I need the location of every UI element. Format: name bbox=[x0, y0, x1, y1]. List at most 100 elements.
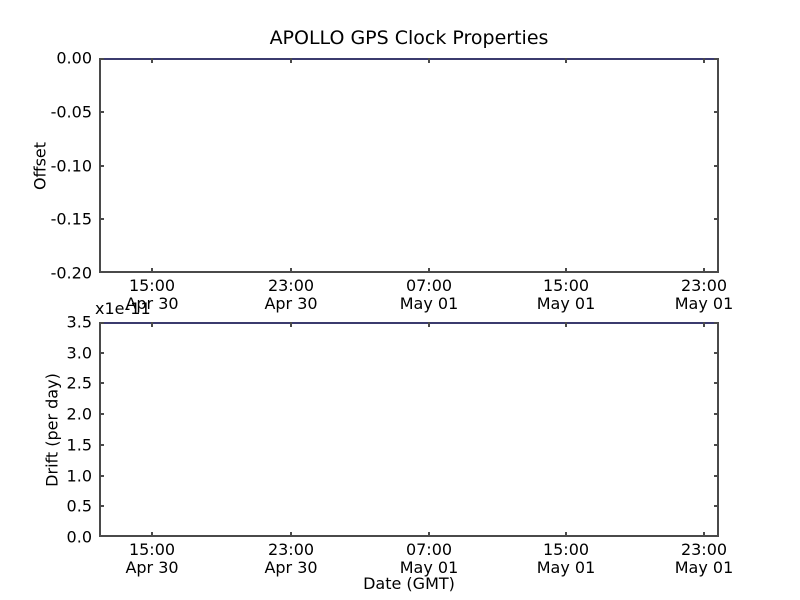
y-tick-mark bbox=[99, 58, 104, 60]
x-tick-mark bbox=[290, 322, 292, 327]
axes-offset: 0.00 -0.05 -0.10 -0.15 -0.20 15:00 Apr 30 23:00… bbox=[51, 49, 734, 313]
x-tick-mark bbox=[565, 322, 567, 327]
y-axis-label-offset: Offset bbox=[30, 141, 50, 191]
y-tick-mark bbox=[714, 505, 719, 507]
y-tick-mark bbox=[714, 271, 719, 273]
y-tick-mark bbox=[99, 444, 104, 446]
x-tick-mark bbox=[565, 58, 567, 63]
x-tick-mark bbox=[428, 268, 430, 273]
x-tick-label: 15:00 May 01 bbox=[537, 277, 596, 313]
x-tick-mark bbox=[565, 532, 567, 537]
x-tick-time: 07:00 bbox=[405, 276, 453, 295]
y-tick-label: -0.05 bbox=[50, 102, 92, 122]
x-tick-label: 23:00 May 01 bbox=[675, 541, 734, 577]
y-tick-label: 2.0 bbox=[66, 404, 92, 424]
x-tick-time: 23:00 bbox=[680, 540, 728, 559]
x-tick-mark bbox=[151, 532, 153, 537]
y-tick-mark bbox=[99, 475, 104, 477]
x-tick-label: 15:00 May 01 bbox=[537, 541, 596, 577]
x-tick-time: 23:00 bbox=[267, 276, 315, 295]
x-tick-mark bbox=[290, 58, 292, 63]
x-tick-mark bbox=[428, 322, 430, 327]
x-tick-date: May 01 bbox=[536, 558, 596, 577]
x-tick-label: 23:00 May 01 bbox=[675, 277, 734, 313]
y-tick-label: 1.0 bbox=[66, 466, 92, 486]
x-tick-mark bbox=[703, 322, 705, 327]
x-tick-mark bbox=[428, 532, 430, 537]
x-tick-time: 15:00 bbox=[542, 540, 590, 559]
y-tick-mark bbox=[714, 413, 719, 415]
x-tick-label: 23:00 Apr 30 bbox=[264, 277, 317, 313]
y-tick-mark bbox=[714, 322, 719, 324]
x-tick-date: Apr 30 bbox=[125, 558, 179, 577]
x-tick-label: 15:00 Apr 30 bbox=[125, 277, 178, 313]
x-tick-mark bbox=[151, 58, 153, 63]
right-spine bbox=[717, 322, 719, 537]
x-tick-date: May 01 bbox=[674, 558, 734, 577]
x-tick-label: 23:00 Apr 30 bbox=[264, 541, 317, 577]
x-tick-time: 15:00 bbox=[542, 276, 590, 295]
x-tick-label: 07:00 May 01 bbox=[400, 277, 459, 313]
x-tick-date: Apr 30 bbox=[125, 294, 179, 313]
y-tick-label: -0.15 bbox=[50, 209, 92, 229]
y-tick-mark bbox=[99, 352, 104, 354]
y-tick-mark bbox=[99, 382, 104, 384]
x-tick-mark bbox=[703, 268, 705, 273]
bottom-spine bbox=[99, 535, 719, 537]
y-tick-label: 2.5 bbox=[66, 373, 92, 393]
x-tick-time: 15:00 bbox=[128, 540, 176, 559]
y-axis-offset-text: x1e-11 bbox=[95, 299, 151, 318]
x-tick-time: 07:00 bbox=[405, 540, 453, 559]
x-tick-date: Apr 30 bbox=[264, 294, 318, 313]
y-tick-label: -0.10 bbox=[50, 156, 92, 176]
x-tick-date: May 01 bbox=[399, 558, 459, 577]
bottom-spine bbox=[99, 271, 719, 273]
y-tick-label: 3.5 bbox=[66, 312, 92, 332]
x-tick-mark bbox=[703, 532, 705, 537]
x-tick-mark bbox=[703, 58, 705, 63]
x-tick-date: May 01 bbox=[674, 294, 734, 313]
x-tick-date: May 01 bbox=[536, 294, 596, 313]
y-tick-mark bbox=[714, 58, 719, 60]
x-tick-mark bbox=[290, 532, 292, 537]
x-tick-time: 23:00 bbox=[267, 540, 315, 559]
x-tick-time: 15:00 bbox=[128, 276, 176, 295]
y-tick-mark bbox=[714, 218, 719, 220]
y-tick-mark bbox=[99, 322, 104, 324]
y-tick-mark bbox=[99, 111, 104, 113]
y-tick-mark bbox=[714, 352, 719, 354]
y-tick-mark bbox=[99, 271, 104, 273]
y-tick-mark bbox=[99, 505, 104, 507]
y-tick-label: 0.00 bbox=[56, 48, 92, 68]
y-tick-mark bbox=[714, 444, 719, 446]
y-tick-mark bbox=[99, 218, 104, 220]
y-tick-mark bbox=[714, 535, 719, 537]
axes-drift: 3.5 3.0 2.5 2.0 1.5 1.0 0.5 0.0 15:00 Apr 30 23:00… bbox=[67, 313, 734, 577]
x-tick-time: 23:00 bbox=[680, 276, 728, 295]
x-tick-mark bbox=[565, 268, 567, 273]
y-tick-mark bbox=[714, 111, 719, 113]
x-tick-label: 15:00 Apr 30 bbox=[125, 541, 178, 577]
y-tick-mark bbox=[99, 535, 104, 537]
y-tick-label: 0.5 bbox=[66, 496, 92, 516]
x-axis-label: Date (GMT) bbox=[363, 574, 455, 593]
y-tick-mark bbox=[714, 475, 719, 477]
left-spine bbox=[99, 322, 101, 537]
x-tick-label: 07:00 May 01 bbox=[400, 541, 459, 577]
y-tick-mark bbox=[714, 382, 719, 384]
drift-data-line bbox=[99, 322, 719, 324]
x-tick-mark bbox=[151, 268, 153, 273]
y-tick-mark bbox=[714, 165, 719, 167]
y-tick-label: 1.5 bbox=[66, 435, 92, 455]
x-tick-mark bbox=[151, 322, 153, 327]
x-tick-mark bbox=[290, 268, 292, 273]
x-tick-date: Apr 30 bbox=[264, 558, 318, 577]
y-tick-mark bbox=[99, 413, 104, 415]
y-tick-label: 3.0 bbox=[66, 343, 92, 363]
y-tick-label: -0.20 bbox=[50, 263, 92, 283]
y-tick-mark bbox=[99, 165, 104, 167]
x-tick-mark bbox=[428, 58, 430, 63]
figure-title: APOLLO GPS Clock Properties bbox=[269, 27, 549, 49]
y-axis-label-drift: Drift (per day) bbox=[42, 373, 62, 487]
